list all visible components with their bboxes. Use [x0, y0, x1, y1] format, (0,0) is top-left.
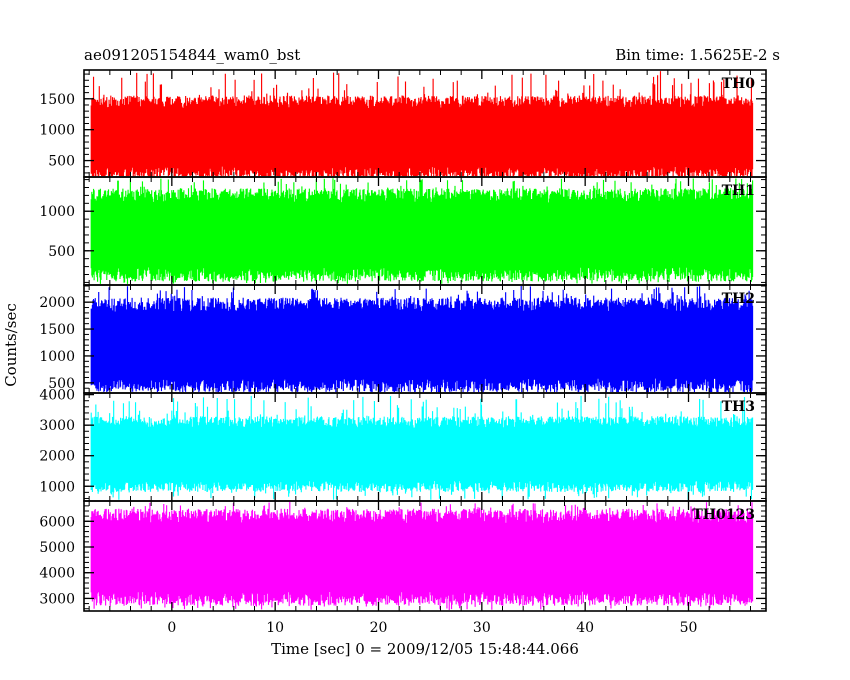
panel-th3: 1000 2000 3000 4000 TH3 — [39, 388, 767, 502]
y-tick-label: 1500 — [39, 92, 75, 108]
x-tick-label: 40 — [576, 620, 594, 636]
chart-title: ae091205154844_wam0_bst — [84, 46, 300, 64]
y-tick-label: 3000 — [39, 591, 75, 607]
series-th0 — [90, 71, 754, 176]
panel-th0123: 3000 4000 5000 6000 TH0123 — [39, 500, 767, 612]
y-tick-label: 3000 — [39, 418, 75, 434]
y-tick-label: 1000 — [39, 349, 75, 365]
panel-label-th1: TH1 — [722, 183, 755, 199]
y-tick-label: 500 — [48, 244, 75, 260]
x-tick-label: 20 — [370, 620, 388, 636]
panels-group: 500 1000 1500 TH0 500 1000 TH1 500 1000 1500 2000 T… — [39, 69, 767, 612]
x-axis: 0 10 20 30 40 50 — [167, 620, 697, 636]
y-tick-label: 500 — [48, 376, 75, 392]
panel-th0: 500 1000 1500 TH0 — [39, 69, 767, 178]
panel-frame — [83, 500, 767, 612]
y-tick-label: 2000 — [39, 295, 75, 311]
panel-label-th2: TH2 — [722, 291, 755, 307]
series-th3 — [90, 395, 754, 500]
series-th1 — [90, 178, 754, 284]
y-tick-label: 2000 — [39, 449, 75, 465]
panel-label-th3: TH3 — [722, 399, 755, 415]
y-tick-label: 500 — [48, 154, 75, 170]
panel-label-th0: TH0 — [722, 76, 756, 92]
x-tick-label: 50 — [680, 620, 698, 636]
panel-th2: 500 1000 1500 2000 TH2 — [39, 284, 767, 394]
panel-label-th0123: TH0123 — [692, 507, 755, 523]
y-tick-label: 1000 — [39, 123, 75, 139]
series-th0123 — [90, 502, 754, 610]
y-tick-label: 5000 — [39, 540, 75, 556]
x-tick-label: 10 — [266, 620, 284, 636]
y-tick-label: 6000 — [39, 514, 75, 530]
y-tick-label: 4000 — [39, 388, 75, 404]
x-tick-label: 30 — [473, 620, 491, 636]
panel-th1: 500 1000 TH1 — [39, 176, 767, 286]
y-axis-label: Counts/sec — [2, 303, 20, 387]
y-tick-label: 1000 — [39, 479, 75, 495]
y-tick-label: 1000 — [39, 204, 75, 220]
x-axis-label: Time [sec] 0 = 2009/12/05 15:48:44.066 — [271, 640, 579, 658]
y-tick-label: 1500 — [39, 322, 75, 338]
series-th2 — [90, 286, 754, 392]
chart-subtitle: Bin time: 1.5625E-2 s — [615, 46, 780, 64]
y-tick-label: 4000 — [39, 566, 75, 582]
x-tick-label: 0 — [167, 620, 176, 636]
